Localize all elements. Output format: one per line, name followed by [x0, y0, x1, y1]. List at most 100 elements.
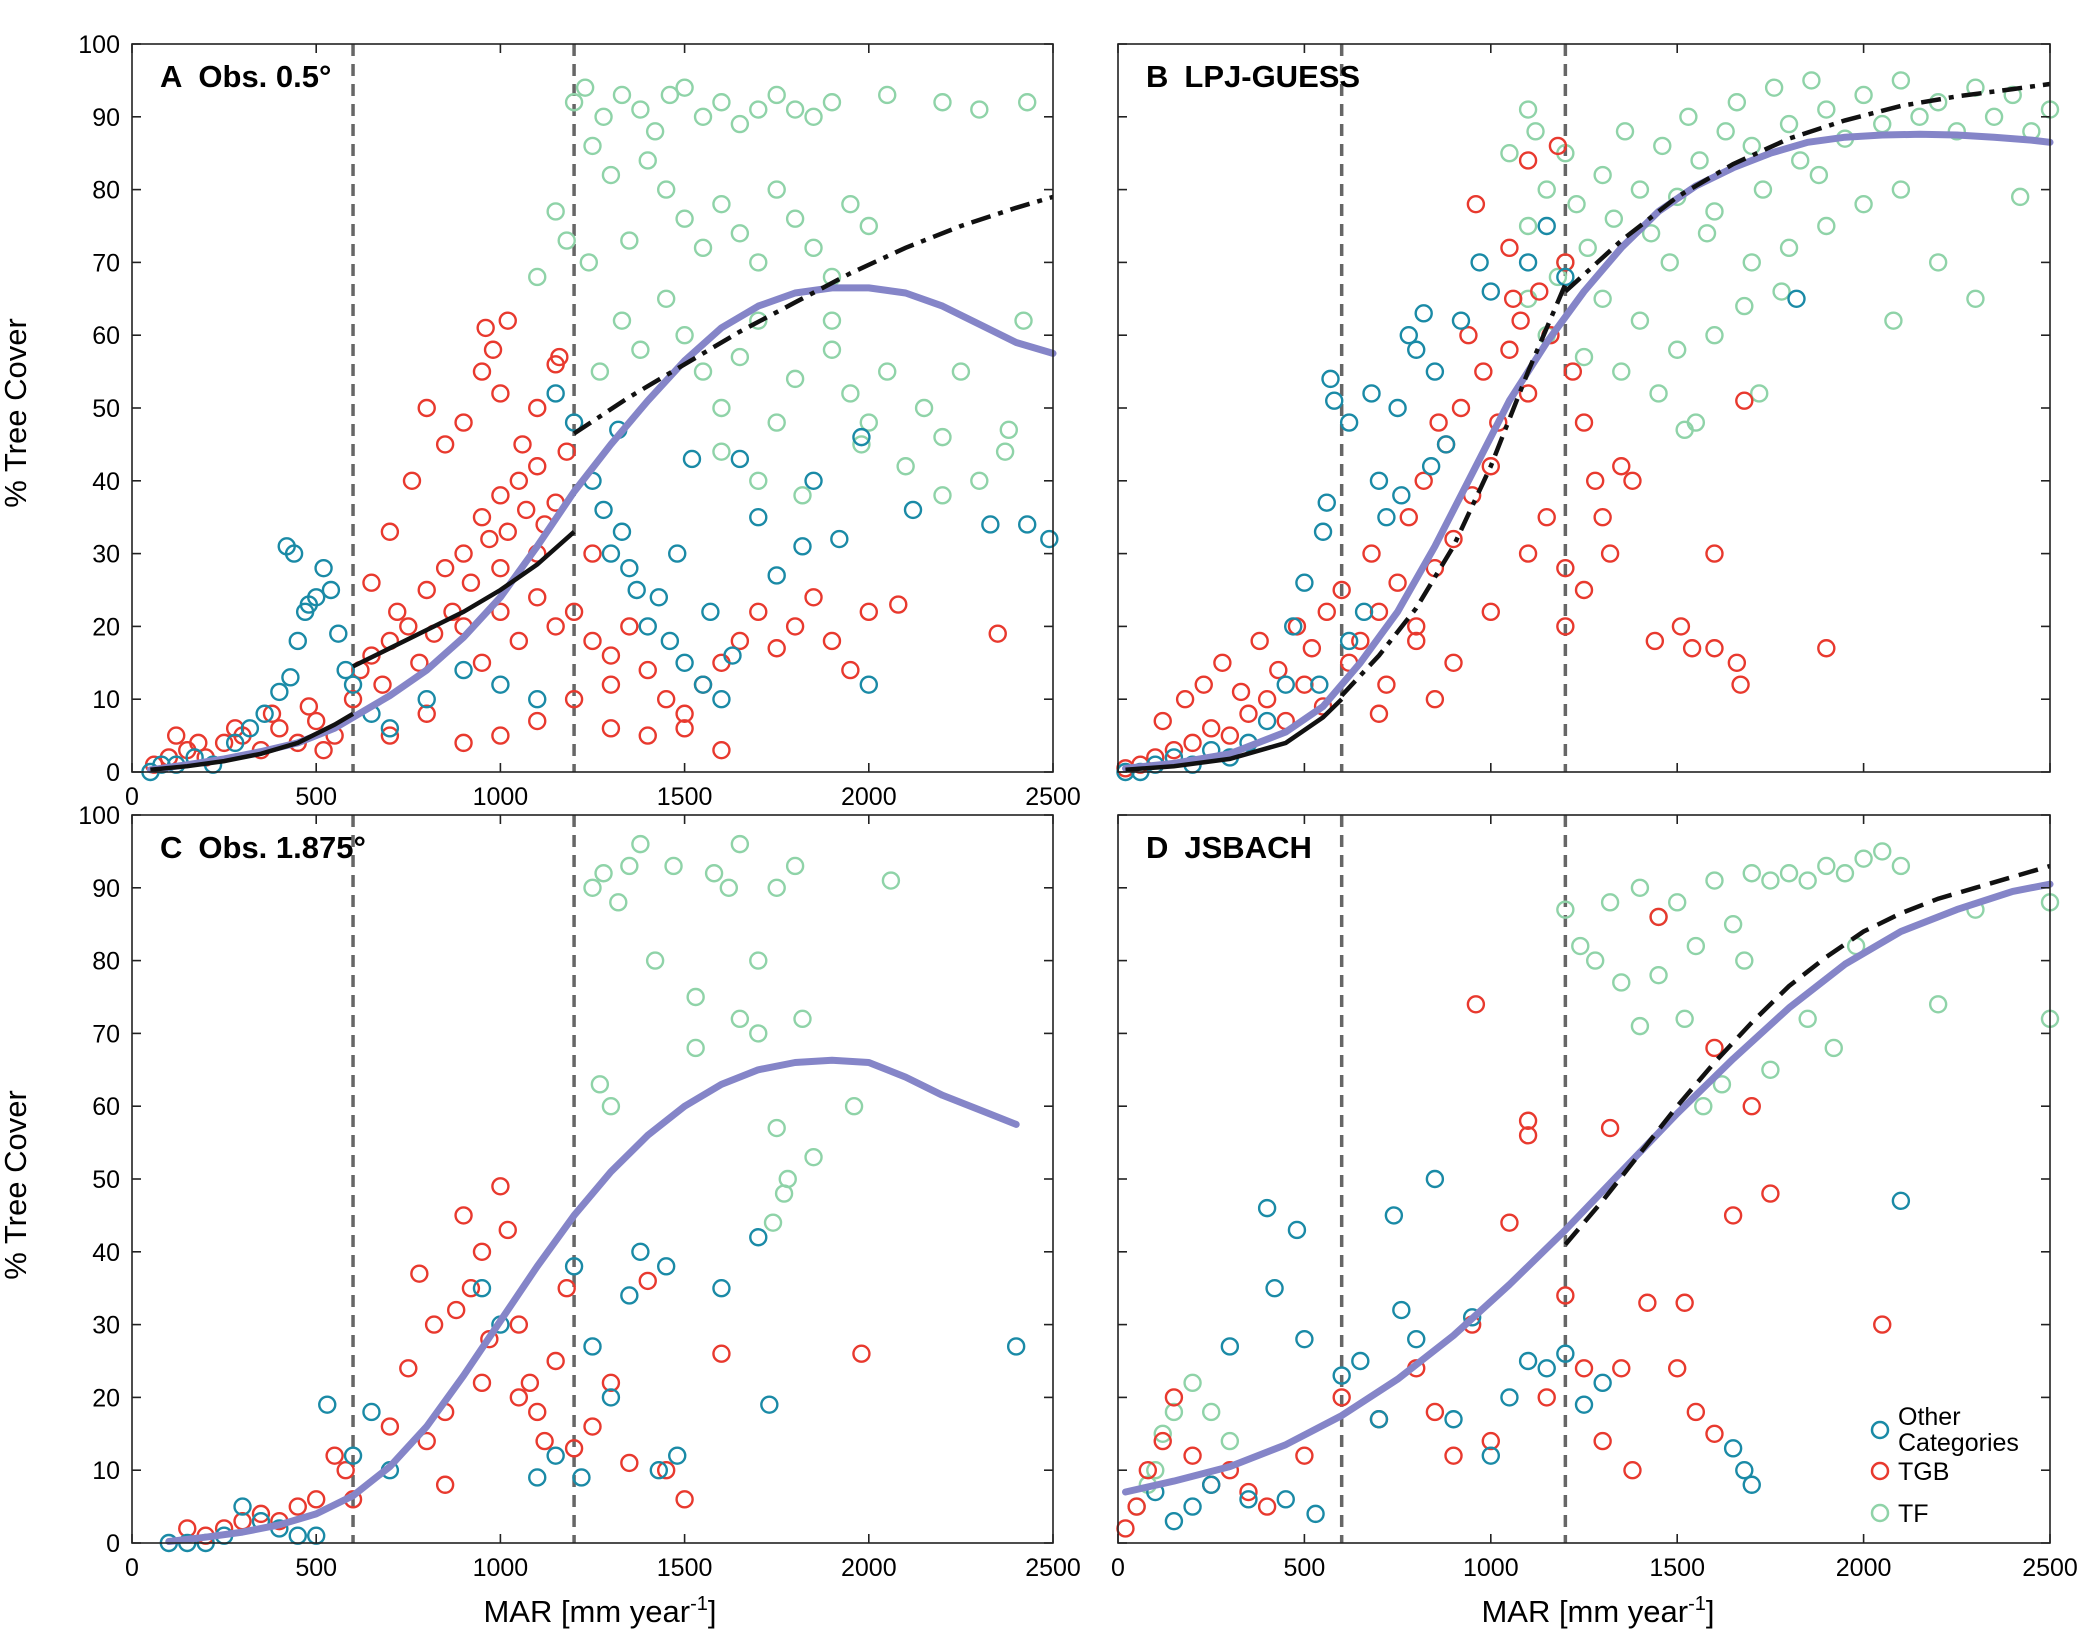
panel-b-tf-point: [1615, 122, 1635, 141]
panel-b-tf-point: [1604, 209, 1624, 228]
panel-d-tf-point: [1694, 1096, 1713, 1116]
panels: 0 500 1000 1500 2000 250001020304050607080901…: [78, 31, 2078, 1582]
panel-b-regime-curve-1: [1125, 697, 1344, 773]
panel-b-tf-point: [1779, 114, 1799, 134]
panel-a-x-tick-label: 1000: [473, 783, 529, 811]
panel-a-tgb-point: [675, 704, 694, 723]
panel-c-tf-point: [664, 856, 683, 876]
panel-a-tgb-point: [620, 617, 639, 636]
panel-a-tf-point: [712, 93, 731, 112]
panel-a-regime-curve-2: [352, 530, 576, 669]
panel-b-other-point: [1321, 369, 1340, 389]
panel-b-frame: [1117, 43, 2051, 773]
panel-b-tgb-point: [1500, 238, 1519, 258]
panel-b-other-point: [1470, 253, 1489, 272]
panel-a-tf-point: [712, 442, 731, 461]
panel-a-other-point: [693, 675, 713, 694]
panel-a-other-point: [701, 602, 720, 622]
panel-c-y-tick-label: 10: [92, 1457, 120, 1485]
panel-a-tgb-point: [516, 500, 536, 520]
panel-b-tgb-point: [1407, 617, 1426, 636]
panel-a-tf-point: [933, 427, 952, 447]
panel-c-y-tick-label: 100: [78, 802, 120, 830]
panel-c-tf-point: [704, 864, 724, 883]
panel-a-tgb-point: [528, 398, 547, 418]
panel-d-tf-point: [1675, 1009, 1694, 1029]
panel-b-tf-point: [1928, 253, 1948, 272]
panel-d-tf-point: [1928, 995, 1948, 1014]
panel-d-other-point: [1306, 1504, 1325, 1524]
panel-a-tgb-point: [388, 602, 407, 622]
panel-b-tgb-point: [1388, 573, 1407, 592]
panel-b-tgb-point: [1645, 631, 1665, 651]
panel-b-tgb-point: [1481, 457, 1501, 476]
panel-a-tf-point: [579, 253, 599, 272]
panel-a-x-tick-label: 0: [125, 783, 139, 811]
panel-a-x-tick-label: 2000: [841, 783, 897, 811]
panel-a-tgb-point: [583, 544, 602, 563]
panel-b-tgb-point: [1489, 413, 1508, 432]
panel-d-other-point: [1891, 1191, 1911, 1211]
panel-a-tf-point: [822, 93, 842, 112]
panel-d-tf-point: [1761, 1060, 1780, 1080]
panel-b-other-point: [1436, 435, 1456, 454]
panel-a-other-point: [601, 544, 621, 563]
panel-a-tgb-point: [509, 471, 529, 490]
legend-tf-label: TF: [1898, 1500, 1929, 1528]
panel-c-other-point: [620, 1286, 639, 1305]
panel-c-tf-point: [767, 1118, 786, 1138]
panel-b-tgb-point: [1518, 384, 1538, 403]
panel-a-tf-point: [970, 100, 989, 119]
panel-c-tf-point: [594, 864, 613, 883]
panel-a-tgb-point: [546, 617, 565, 636]
panel-d-tgb-point: [1593, 1431, 1612, 1451]
panel-a-other-point: [793, 537, 812, 556]
panel-b-tf-point: [1802, 71, 1821, 90]
panel-b-tf-point: [1817, 100, 1836, 119]
panel-d-tgb-point: [1600, 1118, 1620, 1138]
panel-b-other-point: [1325, 391, 1344, 410]
panel-d-tf-point: [1798, 871, 1817, 890]
panel-b-tgb-point: [1623, 471, 1642, 490]
panel-d-tgb-point: [1537, 1388, 1556, 1407]
x-axis-label-right: MAR [mm year-1]: [1481, 1593, 1714, 1629]
panel-a-tgb-point: [564, 602, 584, 622]
panel-b-tf-point: [1653, 136, 1672, 156]
panel-c-tf-point: [686, 1038, 705, 1058]
panel-c-tf-point: [793, 1009, 812, 1029]
panel-a-tgb-point: [225, 719, 245, 738]
y-axis-label-top: % Tree Cover: [0, 318, 33, 508]
panel-c-tf-point: [631, 834, 650, 854]
panel-b-other-point: [1284, 617, 1303, 636]
panel-c-tgb-point: [336, 1460, 355, 1480]
y-axis-label-bottom: % Tree Cover: [0, 1090, 33, 1280]
panel-a-tf-point: [620, 231, 639, 250]
panel-d-tf-point: [1201, 1402, 1221, 1422]
panel-c-fit-curve: [165, 1056, 1020, 1545]
panel-a-tf-point: [785, 100, 805, 119]
panel-a-tf-point: [896, 457, 915, 476]
panel-b-tgb-point: [1201, 719, 1221, 738]
panel-d-tf-point: [1824, 1038, 1843, 1058]
panel-d-tgb-point: [1127, 1497, 1146, 1516]
panel-a-y-tick-label: 0: [106, 759, 120, 787]
panel-a-tgb-point: [270, 719, 289, 738]
panel-d-tf-point: [1779, 864, 1799, 883]
panel-d-tgb-point: [1742, 1096, 1761, 1116]
panel-c-tgb-point: [307, 1490, 326, 1509]
panel-c-tf-point: [785, 856, 805, 876]
panel-c-tgb-point: [472, 1242, 492, 1262]
panel-b-tf-point: [1690, 151, 1709, 170]
panel-d-x-tick-label: 1500: [1649, 1554, 1705, 1582]
panel-b-tgb-point: [1459, 326, 1478, 345]
panel-a-other-point: [767, 566, 786, 585]
panel-a-tgb-point: [804, 588, 823, 607]
panel-a-tf-point: [730, 114, 750, 134]
panel-c-other-point: [649, 1460, 669, 1480]
panel-b-tgb-point: [1548, 136, 1568, 156]
panel-d-fit-curve: [1122, 880, 2054, 1496]
panel-a-tgb-point: [491, 384, 510, 403]
panel-c-tgb-point: [509, 1315, 529, 1334]
panel-d-tgb-point: [1183, 1446, 1202, 1465]
panel-a-tgb-point: [785, 617, 805, 636]
